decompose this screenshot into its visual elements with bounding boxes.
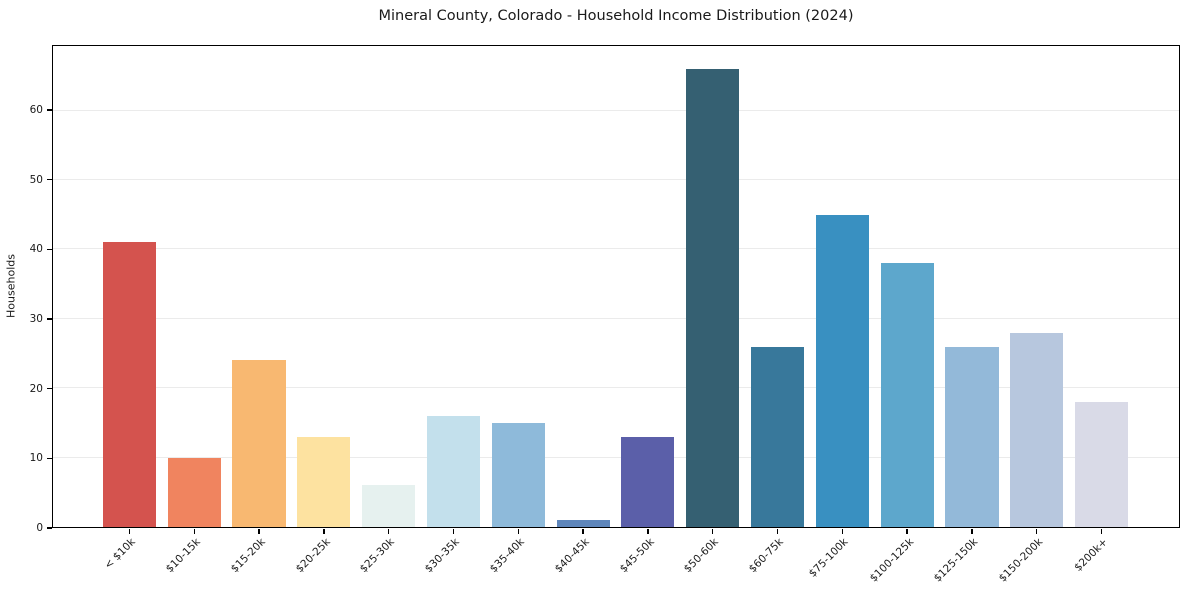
x-tick-label: $45-50k <box>617 536 657 576</box>
chart-title: Mineral County, Colorado - Household Inc… <box>378 8 854 24</box>
y-axis-label: Households <box>4 254 18 318</box>
bar-< $10k <box>102 242 156 527</box>
bar-slot-1: < $10k <box>97 46 162 572</box>
x-tick-mark <box>647 529 649 534</box>
x-tick-mark <box>193 529 195 534</box>
bar-slot-11: $60-75k <box>745 46 810 575</box>
x-tick-mark <box>517 529 519 534</box>
bar-slot-4: $20-25k <box>291 46 356 575</box>
x-tick-mark <box>1100 529 1103 534</box>
x-tick-mark <box>258 529 260 534</box>
x-tick-label: $40-45k <box>552 536 592 576</box>
bar-$10-15k <box>167 457 221 527</box>
bar-slot-7: $35-40k <box>486 46 551 575</box>
bar-slot-3: $15-20k <box>227 46 292 575</box>
x-tick-label: < $10k <box>102 536 138 572</box>
y-tick-mark <box>47 387 52 390</box>
bar-$45-50k <box>621 436 675 527</box>
bar-$60-75k <box>750 346 805 527</box>
y-tick-label-50: 50 <box>29 173 43 186</box>
gridline-50 <box>53 178 1179 180</box>
bar-slot-2: $10-15k <box>162 46 227 575</box>
x-tick-mark <box>1036 529 1038 534</box>
x-tick-mark <box>128 529 131 534</box>
y-tick-mark <box>47 248 52 250</box>
bar-slot-16: $200k+ <box>1069 46 1134 574</box>
bar-slot-12: $75-100k <box>807 46 875 580</box>
x-tick-mark <box>452 529 455 534</box>
gridline-40 <box>53 248 1179 250</box>
bar-$200k+ <box>1075 402 1129 527</box>
bar-$20-25k <box>297 436 351 527</box>
x-tick-mark <box>776 529 779 534</box>
bar-slot-6: $30-35k <box>421 46 486 575</box>
x-tick-mark <box>712 529 714 534</box>
y-tick-mark <box>47 109 52 111</box>
x-tick-label: $50-60k <box>682 536 722 576</box>
bar-$125-150k <box>945 346 999 527</box>
gridline-20 <box>53 387 1179 389</box>
bar-$40-45k <box>556 520 610 527</box>
x-tick-label: $30-35k <box>422 536 462 576</box>
bar-$150-200k <box>1010 332 1064 527</box>
x-tick-label: $125-150k <box>931 536 981 585</box>
x-tick-label: $100-125k <box>867 536 916 585</box>
bar-$30-35k <box>426 415 481 527</box>
bar-$15-20k <box>232 360 286 527</box>
plot-area: < $10k $10-15k $15-20k $20-25k $25-30k $30-35… <box>52 45 1180 585</box>
y-tick-mark <box>47 457 52 459</box>
gridline-30 <box>53 317 1179 319</box>
x-tick-label: $60-75k <box>746 536 787 576</box>
gridline-10 <box>53 456 1179 458</box>
y-tick-label-10: 10 <box>29 452 43 465</box>
bar-$35-40k <box>491 422 545 527</box>
bar-$75-100k <box>815 214 869 527</box>
x-tick-mark <box>906 529 908 534</box>
bar-slot-5: $25-30k <box>356 46 421 575</box>
y-tick-label-30: 30 <box>29 312 43 325</box>
x-tick-label: $150-200k <box>996 536 1046 585</box>
bar-$100-125k <box>880 263 934 527</box>
x-tick-mark <box>387 529 390 534</box>
bar-slot-10: $50-60k <box>680 46 745 575</box>
y-tick-mark <box>47 527 52 529</box>
x-tick-label: $35-40k <box>487 536 527 576</box>
x-tick-label: $10-15k <box>163 536 203 576</box>
x-tick-mark <box>841 529 844 534</box>
y-tick-mark <box>47 318 52 320</box>
x-tick-label: $200k+ <box>1072 536 1111 574</box>
x-tick-label: $15-20k <box>228 536 268 576</box>
x-tick-label: $75-100k <box>807 536 851 580</box>
y-tick-mark <box>47 178 52 181</box>
x-tick-mark <box>323 529 325 534</box>
y-tick-label-0: 0 <box>36 522 43 534</box>
bar-$50-60k <box>686 68 740 527</box>
bar-slot-8: $40-45k <box>551 46 616 575</box>
bar-slot-14: $125-150k <box>932 46 1005 585</box>
bar-slot-15: $150-200k <box>997 46 1069 585</box>
bars-container: < $10k $10-15k $15-20k $20-25k $25-30k $30-35… <box>53 46 1179 585</box>
y-tick-label-40: 40 <box>29 243 43 256</box>
bar-slot-13: $100-125k <box>867 46 940 585</box>
x-tick-mark <box>971 529 973 534</box>
bar-slot-9: $45-50k <box>616 46 681 575</box>
y-tick-label-60: 60 <box>29 103 43 116</box>
x-tick-mark <box>582 529 584 534</box>
x-tick-label: $20-25k <box>293 536 333 576</box>
gridline-60 <box>53 109 1179 111</box>
bar-$25-30k <box>362 485 416 527</box>
x-tick-label: $25-30k <box>358 536 398 576</box>
y-tick-label-20: 20 <box>29 382 43 395</box>
